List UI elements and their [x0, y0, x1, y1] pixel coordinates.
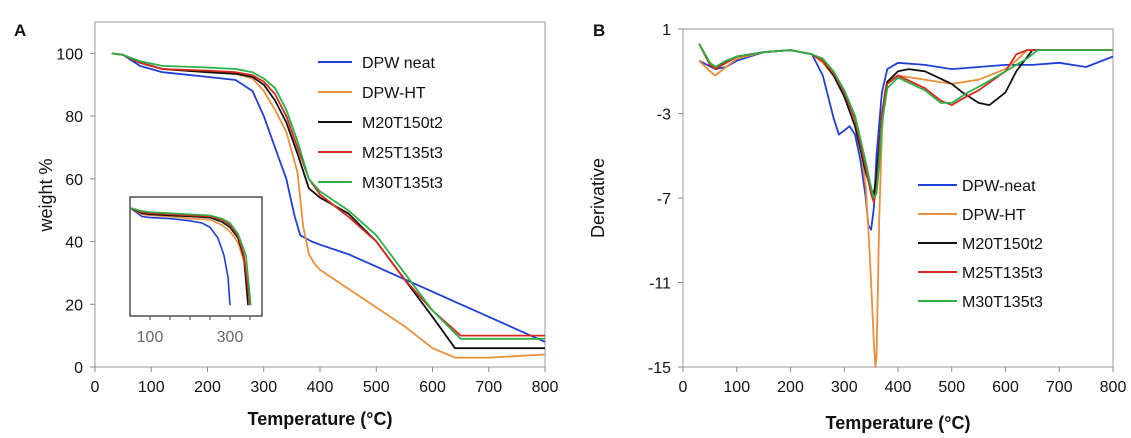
- legend-label: DPW neat: [362, 55, 435, 72]
- legend-label: M30T135t3: [362, 175, 443, 192]
- y-tick-label: 0: [74, 360, 83, 377]
- series-line-m30t135t3: [111, 52, 545, 340]
- y-tick-label: 40: [65, 235, 83, 252]
- series-line-dpw-ht: [698, 49, 1113, 368]
- series-line-m20t150t2: [698, 43, 1113, 195]
- y-axis-title: Derivative: [588, 158, 608, 238]
- legend-label: M20T150t2: [962, 236, 1043, 253]
- x-tick-label: 800: [1100, 379, 1127, 396]
- panel-label: B: [593, 21, 605, 40]
- series-line-dpw neat: [111, 52, 546, 343]
- y-tick-label: -3: [657, 107, 671, 124]
- x-tick-label: 0: [679, 379, 688, 396]
- legend-label: DPW-HT: [362, 85, 426, 102]
- x-tick-label: 500: [363, 379, 390, 396]
- y-tick-label: -7: [657, 191, 671, 208]
- x-tick-label: 700: [1046, 379, 1073, 396]
- panel-label: A: [14, 21, 26, 40]
- x-tick-label: 0: [91, 379, 100, 396]
- x-tick-label: 100: [723, 379, 750, 396]
- y-axis-title: weight %: [36, 158, 56, 232]
- x-tick-label: 300: [250, 379, 277, 396]
- inset-x-tick-label: 100: [137, 329, 164, 346]
- x-tick-label: 400: [885, 379, 912, 396]
- legend-label: DPW-HT: [962, 207, 1026, 224]
- y-tick-label: -11: [649, 276, 671, 293]
- x-tick-label: 200: [194, 379, 221, 396]
- legend-label: M20T150t2: [362, 115, 443, 132]
- x-tick-label: 700: [475, 379, 502, 396]
- x-tick-label: 800: [532, 379, 559, 396]
- x-tick-label: 600: [992, 379, 1019, 396]
- y-tick-label: 100: [56, 46, 83, 63]
- series-line-m25t135t3: [698, 43, 1113, 204]
- x-tick-label: 600: [419, 379, 446, 396]
- x-tick-label: 200: [777, 379, 804, 396]
- x-tick-label: 300: [831, 379, 858, 396]
- y-tick-label: -15: [648, 360, 671, 377]
- inset-series-line: [129, 207, 252, 306]
- x-axis-title: Temperature (°C): [826, 413, 971, 433]
- y-tick-label: 1: [662, 22, 671, 39]
- inset-series-line: [129, 207, 231, 306]
- plot-frame: [682, 28, 1114, 368]
- x-axis-title: Temperature (°C): [248, 409, 393, 429]
- y-tick-label: 60: [65, 172, 83, 189]
- y-tick-label: 20: [65, 297, 83, 314]
- inset-x-tick-label: 300: [217, 329, 244, 346]
- inset-series-line: [129, 207, 251, 306]
- series-line-m30t135t3: [698, 43, 1113, 199]
- y-tick-label: 80: [65, 109, 83, 126]
- x-tick-label: 400: [307, 379, 334, 396]
- x-tick-label: 100: [138, 379, 165, 396]
- legend-label: DPW-neat: [962, 178, 1036, 195]
- legend-label: M30T135t3: [962, 294, 1043, 311]
- legend-label: M25T135t3: [362, 145, 443, 162]
- x-tick-label: 500: [938, 379, 965, 396]
- legend-label: M25T135t3: [962, 265, 1043, 282]
- inset-series-line: [129, 207, 249, 306]
